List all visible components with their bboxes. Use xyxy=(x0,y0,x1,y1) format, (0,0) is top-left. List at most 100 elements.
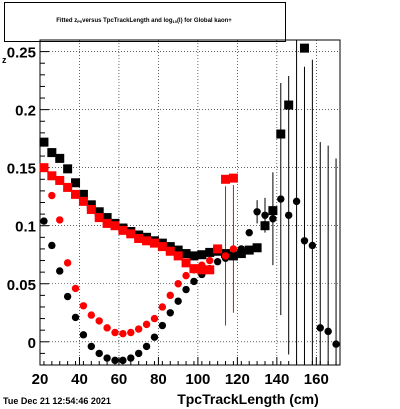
data-point-square xyxy=(197,250,207,260)
data-point-square xyxy=(149,238,159,248)
data-point-circle xyxy=(150,314,159,323)
timestamp: Tue Dec 21 12:54:46 2021 xyxy=(3,396,111,406)
data-point-circle xyxy=(198,261,206,269)
grid-lines xyxy=(40,40,340,365)
data-point-square xyxy=(86,204,96,214)
data-point-circle xyxy=(190,266,198,274)
x-tick-label: 140 xyxy=(264,371,289,388)
data-point-square xyxy=(205,265,215,275)
data-point-square xyxy=(173,245,183,255)
data-point-square xyxy=(268,206,278,216)
data-point-square xyxy=(110,221,120,231)
data-point-square xyxy=(260,221,270,231)
data-point-circle xyxy=(79,302,88,310)
data-point-circle xyxy=(40,163,48,172)
data-point-circle xyxy=(87,311,96,319)
data-point-circle xyxy=(134,349,143,358)
data-point-square xyxy=(244,245,254,255)
x-tick-label: 120 xyxy=(225,371,250,388)
data-point-circle xyxy=(324,327,332,336)
data-point-square xyxy=(94,213,104,223)
data-point-circle xyxy=(261,211,269,219)
data-point-circle xyxy=(269,215,277,223)
x-tick-label: 80 xyxy=(150,371,167,388)
data-point-square xyxy=(47,148,57,158)
data-point-square xyxy=(134,233,144,243)
data-point-circle xyxy=(292,197,301,206)
data-point-circle xyxy=(103,354,111,362)
data-point-circle xyxy=(206,256,214,265)
data-point-circle xyxy=(300,237,309,245)
y-axis-label: z xyxy=(2,55,7,65)
y-tick-label: 0.25 xyxy=(7,45,36,62)
data-point-circle xyxy=(158,321,167,330)
title-sub-p0: P0 xyxy=(77,18,83,24)
data-point-circle xyxy=(150,333,159,341)
title-sub-10: 10 xyxy=(172,18,177,24)
chart-title: Fitted z P0 versus TpcTrackLength and log… xyxy=(4,2,284,40)
data-point-circle xyxy=(71,313,80,322)
data-point-square xyxy=(299,43,309,53)
y-tick-label: 0.1 xyxy=(15,219,36,236)
data-point-square xyxy=(181,258,191,268)
x-axis-label: TpcTrackLength (cm) xyxy=(177,391,319,407)
x-tick-label: 160 xyxy=(304,371,329,388)
data-point-circle xyxy=(332,340,340,348)
data-point-circle xyxy=(174,297,182,305)
x-tick-label: 60 xyxy=(111,371,128,388)
data-point-circle xyxy=(158,303,167,311)
data-point-square xyxy=(165,242,175,252)
data-point-square xyxy=(142,236,152,246)
data-point-circle xyxy=(190,277,198,286)
data-point-circle xyxy=(134,325,143,333)
data-point-square xyxy=(102,213,112,223)
data-point-circle xyxy=(166,291,174,300)
axes: 20 40 60 80 100 120 140 160 0 0.05 0.1 0.15 0.2 0.25 xyxy=(7,45,337,388)
data-point-circle xyxy=(95,317,103,325)
data-point-circle xyxy=(182,285,190,294)
data-point-circle xyxy=(213,257,222,266)
x-tick-label: 20 xyxy=(32,371,49,388)
data-point-circle xyxy=(237,245,246,253)
data-point-circle xyxy=(253,208,261,216)
data-point-square xyxy=(252,243,262,253)
data-point-square xyxy=(276,129,286,139)
data-point-square xyxy=(165,246,175,256)
data-point-circle xyxy=(213,245,222,253)
data-point-circle xyxy=(63,259,72,267)
data-point-square xyxy=(78,196,88,206)
x-tick-label: 100 xyxy=(185,371,210,388)
data-point-square xyxy=(189,251,199,261)
data-point-square xyxy=(197,265,207,275)
data-point-square xyxy=(71,178,81,188)
data-point-square xyxy=(86,200,96,210)
data-point-circle xyxy=(308,241,317,250)
data-point-circle xyxy=(119,356,127,365)
data-point-circle xyxy=(127,354,135,362)
data-point-square xyxy=(181,249,191,259)
data-point-circle xyxy=(277,195,285,203)
data-point-circle xyxy=(316,324,324,332)
data-point-square xyxy=(71,189,81,199)
data-point-square xyxy=(221,174,231,184)
data-point-square xyxy=(39,137,49,147)
data-point-circle xyxy=(40,217,48,225)
data-point-square xyxy=(173,251,183,261)
data-point-circle xyxy=(166,309,174,317)
title-part-mid: versus TpcTrackLength and log xyxy=(82,18,173,24)
data-point-square xyxy=(118,225,128,235)
data-point-circle xyxy=(119,329,127,338)
data-point-circle xyxy=(229,245,238,253)
title-box xyxy=(4,2,286,42)
data-point-circle xyxy=(95,349,103,358)
data-point-circle xyxy=(87,342,96,351)
data-point-square xyxy=(157,242,167,252)
data-point-square xyxy=(228,173,238,183)
data-point-circle xyxy=(245,228,253,237)
data-point-square xyxy=(63,182,73,192)
data-point-square xyxy=(55,153,65,163)
y-tick-label: 0.05 xyxy=(7,277,36,294)
data-point-square xyxy=(55,175,65,185)
data-point-circle xyxy=(142,342,151,351)
